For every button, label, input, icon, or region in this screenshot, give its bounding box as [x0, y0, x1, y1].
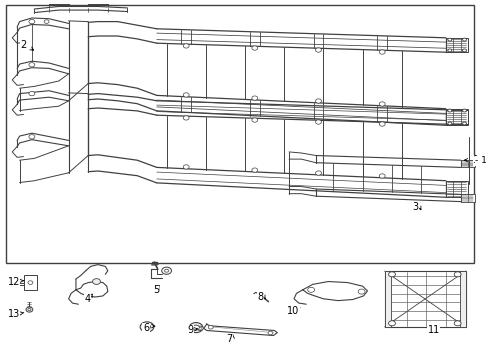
Circle shape — [379, 174, 385, 178]
Circle shape — [252, 118, 258, 122]
Bar — [6, 5, 474, 263]
Circle shape — [93, 279, 100, 284]
Text: 6: 6 — [143, 323, 149, 333]
Circle shape — [389, 272, 395, 277]
Bar — [461, 160, 475, 167]
Circle shape — [144, 324, 150, 329]
Circle shape — [28, 309, 31, 311]
Circle shape — [268, 331, 273, 335]
Circle shape — [463, 38, 466, 41]
Circle shape — [448, 109, 452, 112]
Circle shape — [358, 289, 365, 294]
Circle shape — [448, 49, 452, 52]
Text: - 1: - 1 — [475, 156, 487, 165]
Circle shape — [379, 102, 385, 106]
Circle shape — [162, 267, 172, 274]
Circle shape — [463, 122, 466, 125]
Circle shape — [316, 48, 321, 52]
Circle shape — [29, 19, 35, 24]
Circle shape — [29, 91, 35, 96]
Circle shape — [183, 116, 189, 120]
Text: 11: 11 — [427, 325, 440, 336]
Bar — [385, 271, 466, 327]
Circle shape — [454, 321, 461, 326]
Text: 2: 2 — [21, 40, 26, 50]
Circle shape — [29, 135, 35, 139]
Circle shape — [26, 307, 33, 312]
Circle shape — [193, 325, 199, 330]
Circle shape — [140, 322, 154, 332]
Circle shape — [316, 171, 321, 175]
Circle shape — [29, 63, 35, 67]
Circle shape — [448, 122, 452, 125]
Text: 10: 10 — [287, 306, 299, 316]
Text: 5: 5 — [153, 285, 159, 295]
Circle shape — [183, 165, 189, 169]
Circle shape — [252, 46, 258, 50]
Circle shape — [165, 269, 169, 272]
Circle shape — [308, 287, 315, 292]
Circle shape — [252, 168, 258, 172]
Circle shape — [208, 325, 213, 329]
Circle shape — [28, 281, 33, 284]
Circle shape — [379, 50, 385, 54]
Circle shape — [316, 99, 321, 103]
Text: 1: 1 — [473, 155, 479, 165]
Text: 12: 12 — [7, 276, 20, 287]
Bar — [446, 109, 468, 125]
Circle shape — [183, 93, 189, 97]
Polygon shape — [303, 282, 368, 301]
Text: 8: 8 — [258, 292, 264, 302]
Text: 4: 4 — [84, 294, 90, 304]
Circle shape — [183, 44, 189, 48]
Circle shape — [448, 38, 452, 41]
Circle shape — [454, 272, 461, 277]
Circle shape — [197, 326, 203, 330]
Circle shape — [316, 120, 321, 124]
Bar — [24, 275, 37, 290]
Bar — [446, 181, 468, 197]
Circle shape — [389, 321, 395, 326]
Text: 9: 9 — [187, 325, 193, 336]
Text: 13: 13 — [8, 309, 20, 319]
Bar — [446, 38, 468, 52]
Circle shape — [463, 109, 466, 112]
Text: 3: 3 — [413, 202, 418, 212]
Circle shape — [379, 122, 385, 126]
Circle shape — [189, 323, 203, 333]
Bar — [446, 110, 468, 124]
Text: 7: 7 — [226, 334, 232, 344]
Bar — [460, 271, 465, 327]
Polygon shape — [76, 282, 108, 297]
Circle shape — [44, 20, 49, 23]
Circle shape — [199, 327, 202, 329]
Circle shape — [252, 96, 258, 100]
Bar — [385, 271, 391, 327]
Bar — [461, 194, 475, 202]
Circle shape — [463, 49, 466, 52]
